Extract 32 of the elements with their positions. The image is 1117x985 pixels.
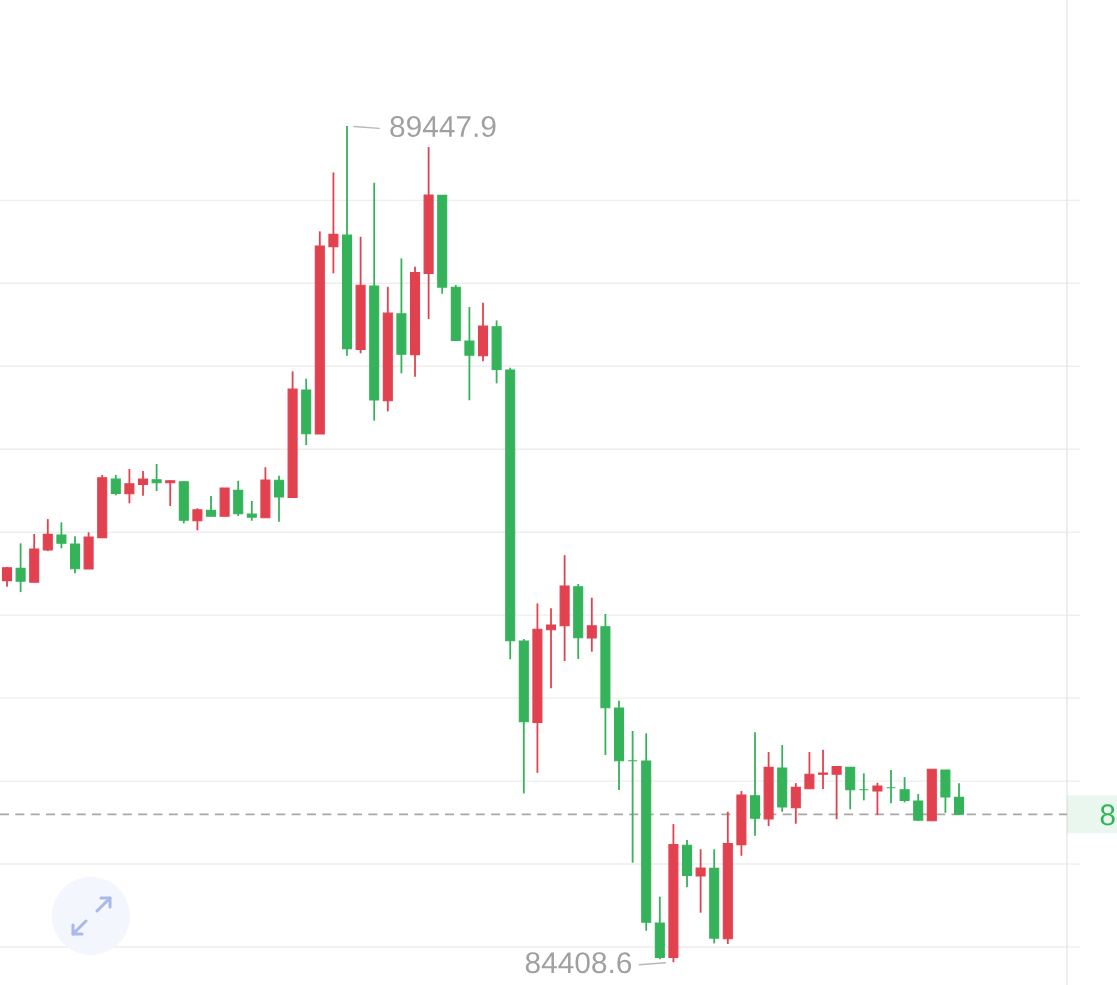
- candlestick: [42, 518, 53, 553]
- candlestick: [817, 748, 829, 790]
- candlestick: [749, 731, 761, 837]
- candlestick: [137, 470, 149, 497]
- candlestick: [233, 479, 244, 518]
- annotation: 84408.6: [525, 952, 632, 974]
- candlestick: [831, 765, 842, 821]
- candlestick: [695, 848, 706, 914]
- candlestick: [845, 766, 856, 811]
- candlestick: [273, 474, 285, 523]
- candlestick: [790, 782, 801, 825]
- candlestick: [246, 500, 257, 522]
- candlestick: [328, 171, 339, 275]
- annotation: 89447.9: [390, 115, 496, 138]
- candlestick: [1, 566, 13, 588]
- candlestick: [165, 479, 176, 507]
- candlestick: [804, 751, 815, 790]
- candlestick: [545, 607, 557, 690]
- text: 8: [1100, 804, 1115, 826]
- candlestick: [151, 463, 162, 492]
- candlestick: [15, 542, 26, 594]
- candlestick: [205, 495, 217, 518]
- candlestick: [124, 468, 135, 505]
- candlestick: [872, 781, 883, 816]
- candlestick: [464, 306, 475, 402]
- candlestick: [899, 776, 910, 804]
- candlestick: [56, 521, 67, 550]
- candlestick: [953, 782, 965, 816]
- candlestick: [110, 474, 121, 497]
- candlestick: [192, 507, 203, 532]
- candlestick: [586, 596, 597, 653]
- candlestick: [913, 793, 924, 822]
